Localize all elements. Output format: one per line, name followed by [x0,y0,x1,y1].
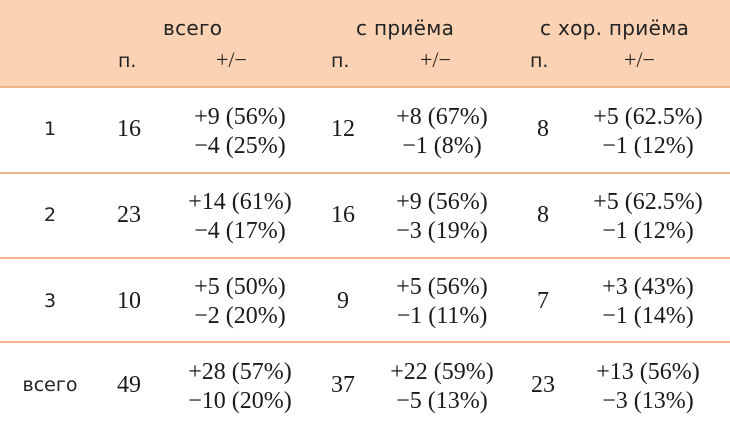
minus-value: −1 (8%) [402,133,482,159]
minus-value: −3 (13%) [602,388,694,414]
subheader-pm: +/− [420,47,451,72]
pm-cell: +28 (57%) −10 (20%) [160,358,320,416]
count-cell: 23 [531,372,555,398]
plus-value: +13 (56%) [596,359,700,385]
row-label: 3 [43,290,57,312]
row-divider [0,172,730,174]
pm-cell: +9 (56%) −4 (25%) [160,103,320,161]
group-header-reception: с приёма [356,16,455,40]
minus-value: −1 (12%) [602,133,694,159]
pm-cell: +5 (50%) −2 (20%) [160,273,320,331]
plus-value: +8 (67%) [396,104,488,130]
count-cell: 12 [331,116,355,142]
count-cell: 23 [117,202,141,228]
minus-value: −1 (11%) [396,303,488,329]
row-divider [0,341,730,343]
count-cell: 10 [117,288,141,314]
subheader-n: п. [331,50,350,72]
group-header-good-reception: с хор. приёма [540,16,690,40]
pm-cell: +5 (56%) −1 (11%) [362,273,522,331]
pm-cell: +5 (62.5%) −1 (12%) [568,188,728,246]
pm-cell: +5 (62.5%) −1 (12%) [568,103,728,161]
pm-cell: +14 (61%) −4 (17%) [160,188,320,246]
plus-value: +5 (50%) [194,274,286,300]
plus-value: +9 (56%) [396,189,488,215]
count-cell: 37 [331,372,355,398]
row-divider [0,257,730,259]
count-cell: 49 [117,372,141,398]
count-cell: 8 [537,202,549,228]
pm-cell: +8 (67%) −1 (8%) [362,103,522,161]
minus-value: −5 (13%) [396,388,488,414]
count-cell: 16 [117,116,141,142]
plus-value: +5 (56%) [396,274,488,300]
pm-cell: +22 (59%) −5 (13%) [362,358,522,416]
count-cell: 9 [337,288,349,314]
subheader-n: п. [118,50,137,72]
plus-value: +28 (57%) [188,359,292,385]
pm-cell: +3 (43%) −1 (14%) [568,273,728,331]
plus-value: +14 (61%) [188,189,292,215]
plus-value: +9 (56%) [194,104,286,130]
count-cell: 16 [331,202,355,228]
minus-value: −4 (17%) [194,218,286,244]
row-label: всего [22,374,78,396]
subheader-n: п. [530,50,549,72]
subheader-pm: +/− [624,47,655,72]
plus-value: +5 (62.5%) [593,104,703,130]
row-label: 2 [43,204,57,226]
minus-value: −1 (12%) [602,218,694,244]
minus-value: −3 (19%) [396,218,488,244]
pm-cell: +9 (56%) −3 (19%) [362,188,522,246]
plus-value: +22 (59%) [390,359,494,385]
table-header [0,0,730,86]
plus-value: +3 (43%) [602,274,694,300]
minus-value: −2 (20%) [194,303,286,329]
group-header-total: всего [163,16,223,40]
pm-cell: +13 (56%) −3 (13%) [568,358,728,416]
plus-value: +5 (62.5%) [593,189,703,215]
minus-value: −1 (14%) [602,303,694,329]
row-label: 1 [43,118,57,140]
minus-value: −4 (25%) [194,133,286,159]
count-cell: 8 [537,116,549,142]
row-divider [0,86,730,88]
minus-value: −10 (20%) [188,388,292,414]
count-cell: 7 [537,288,549,314]
subheader-pm: +/− [216,47,247,72]
